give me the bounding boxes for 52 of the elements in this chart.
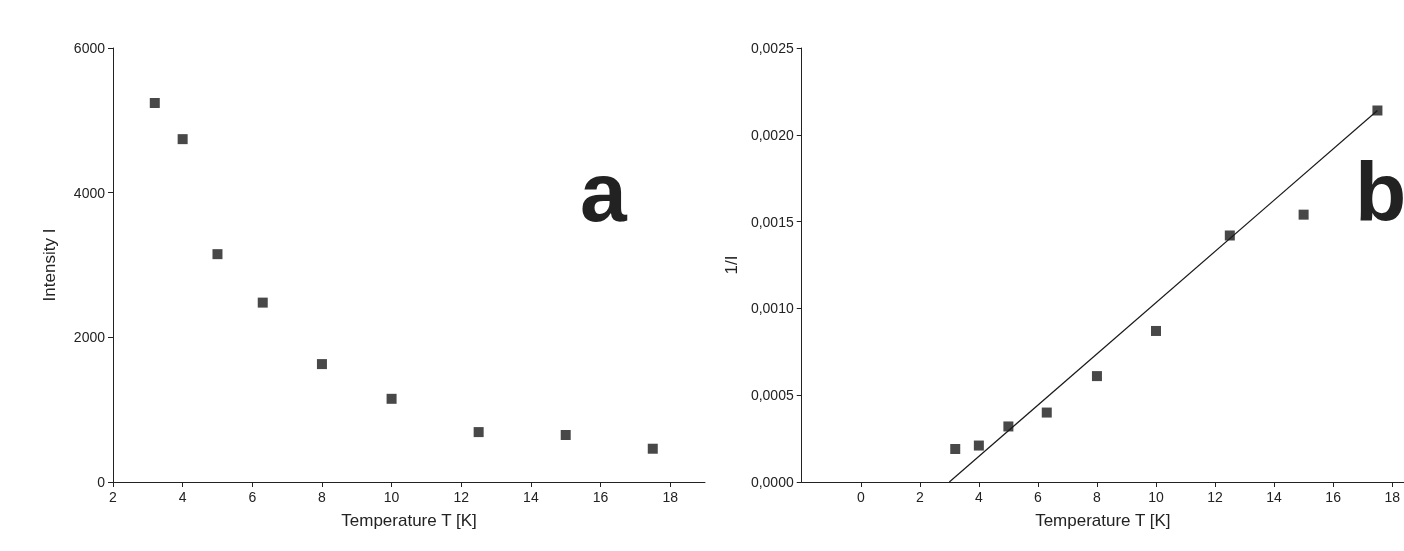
x-axis-title: Temperature T [K] xyxy=(341,511,477,530)
x-tick-label: 12 xyxy=(453,489,470,505)
x-axis-title: Temperature T [K] xyxy=(1035,511,1171,530)
annotation: b xyxy=(1355,145,1404,239)
point xyxy=(316,359,327,370)
y-tick-label: 4000 xyxy=(73,184,106,201)
annotation: a xyxy=(580,145,628,239)
point xyxy=(1151,325,1161,336)
x-tick-label: 16 xyxy=(592,489,609,505)
point xyxy=(1298,209,1309,220)
y-axis-title: 1/I xyxy=(722,255,741,275)
y-tick-label: 0,0015 xyxy=(750,213,794,230)
x-tick-label: 6 xyxy=(248,489,257,505)
x-tick-label: 4 xyxy=(178,489,187,505)
point xyxy=(1003,421,1014,432)
x-tick-label: 12 xyxy=(1207,489,1224,505)
x-tick-label: 18 xyxy=(662,489,679,505)
y-tick-label: 6000 xyxy=(73,40,106,56)
point xyxy=(1372,105,1383,116)
point xyxy=(212,249,223,260)
point xyxy=(1041,407,1052,418)
y-tick-label: 0,0005 xyxy=(750,387,794,404)
x-tick-label: 18 xyxy=(1384,489,1401,505)
point xyxy=(149,97,160,108)
x-tick-label: 0 xyxy=(856,489,865,505)
x-tick-label: 2 xyxy=(109,489,118,505)
y-tick-label: 0,0025 xyxy=(750,40,794,56)
point xyxy=(257,297,268,308)
y-tick-label: 0 xyxy=(97,474,106,490)
point xyxy=(177,134,188,145)
x-tick-label: 10 xyxy=(383,489,400,505)
y-tick-label: 0,0010 xyxy=(750,300,794,317)
point xyxy=(647,443,658,454)
x-tick-label: 2 xyxy=(915,489,924,505)
x-tick-label: 14 xyxy=(523,489,539,505)
y-tick-label: 0,0020 xyxy=(750,126,794,143)
y-tick-label: 2000 xyxy=(73,329,106,346)
x-tick-label: 8 xyxy=(318,489,327,505)
y-tick-label: 0,0000 xyxy=(750,474,794,490)
x-tick-label: 16 xyxy=(1325,489,1342,505)
point xyxy=(386,393,397,404)
x-tick-label: 8 xyxy=(1093,489,1102,505)
y-axis-title: Intensity I xyxy=(40,228,59,302)
point xyxy=(473,427,484,438)
x-tick-label: 14 xyxy=(1266,489,1283,505)
point xyxy=(560,429,571,440)
x-tick-label: 6 xyxy=(1034,489,1043,505)
point xyxy=(973,440,984,451)
x-tick-label: 10 xyxy=(1148,489,1164,505)
x-tick-label: 4 xyxy=(974,489,983,505)
point xyxy=(1091,371,1102,382)
point xyxy=(950,444,961,455)
